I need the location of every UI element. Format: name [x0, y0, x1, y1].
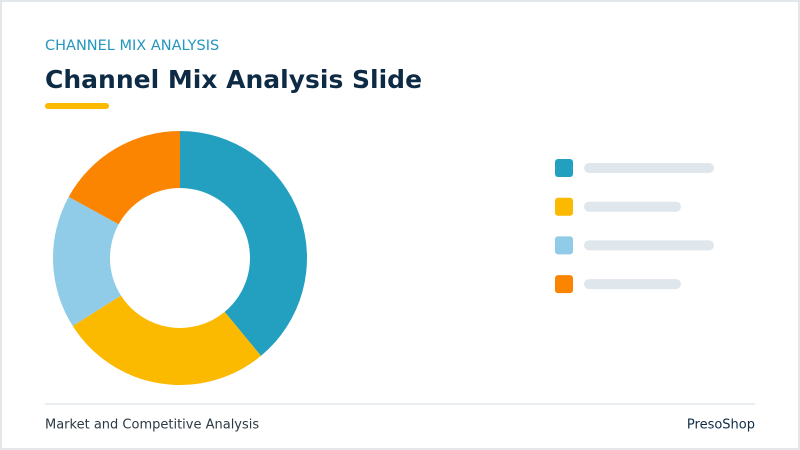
legend-placeholder [584, 163, 714, 173]
legend-placeholder [584, 201, 681, 212]
donut-slice [53, 196, 121, 327]
legend-swatch [555, 197, 573, 216]
kicker: CHANNEL MIX ANALYSIS [45, 38, 219, 54]
legend-swatch [555, 236, 573, 255]
legend-placeholder [584, 240, 714, 251]
donut-chart [53, 131, 307, 385]
donut-slice [72, 295, 261, 385]
donut-slice [180, 131, 307, 356]
donut-slice [68, 131, 180, 225]
footer-right: PresoShop [687, 418, 755, 433]
legend-swatch [555, 275, 573, 294]
footer-left: Market and Competitive Analysis [45, 418, 259, 433]
legend [555, 159, 714, 294]
legend-placeholder [584, 279, 681, 290]
title-underline [45, 103, 109, 109]
slide-title: Channel Mix Analysis Slide [45, 65, 422, 94]
legend-swatch [555, 159, 573, 177]
